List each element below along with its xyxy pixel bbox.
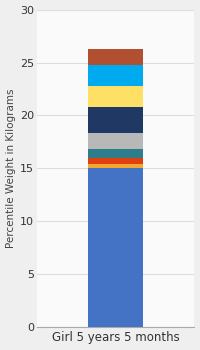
Bar [88,164,143,168]
Bar [88,133,143,149]
Bar [88,149,143,158]
Bar [88,107,143,133]
Y-axis label: Percentile Weight in Kilograms: Percentile Weight in Kilograms [6,89,16,248]
Bar [88,168,143,327]
Bar [88,65,143,86]
Bar [88,158,143,164]
Bar [88,49,143,65]
Bar [88,86,143,107]
